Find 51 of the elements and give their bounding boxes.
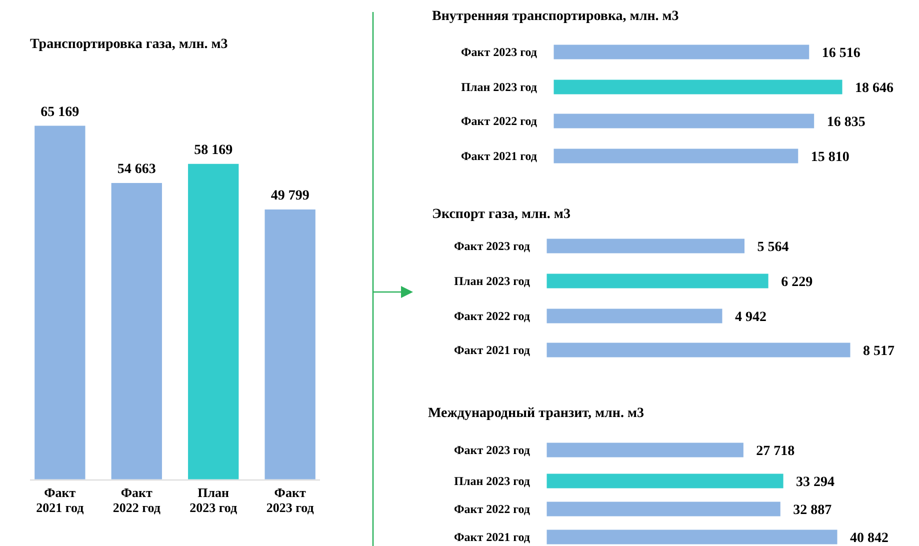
bar [545, 307, 724, 325]
data-label: 27 718 [756, 444, 795, 459]
y-tick-label: Факт 2023 год [454, 443, 530, 457]
data-label: 32 887 [793, 503, 832, 518]
chart-title: Транспортировка газа, млн. м3 [30, 37, 228, 52]
chart-title: Внутренняя транспортировка, млн. м3 [432, 9, 679, 24]
chart-title: Международный транзит, млн. м3 [428, 406, 644, 421]
data-label: 18 646 [855, 81, 894, 96]
bar [545, 341, 852, 359]
data-label: 65 169 [40, 105, 80, 120]
y-tick-label: Факт 2022 год [454, 309, 530, 323]
bar [110, 181, 164, 481]
bar [552, 147, 800, 165]
y-tick-label: План 2023 год [454, 474, 530, 488]
x-tick-label: Факт 2023 год [266, 485, 314, 515]
data-label: 5 564 [757, 240, 789, 255]
bar [33, 124, 87, 481]
y-tick-label: Факт 2021 год [454, 530, 530, 544]
y-tick-label: План 2023 год [461, 80, 537, 94]
data-label: 4 942 [734, 310, 766, 325]
y-tick-label: Факт 2021 год [454, 343, 530, 357]
data-label: 49 799 [270, 188, 310, 204]
bar [545, 528, 839, 546]
data-label: 16 516 [822, 46, 860, 61]
data-label: 8 517 [863, 344, 894, 359]
bar [263, 208, 317, 481]
bar [545, 237, 746, 255]
data-label: 40 842 [850, 531, 888, 546]
y-tick-label: Факт 2023 год [461, 45, 537, 59]
bar [545, 272, 770, 290]
data-label: 15 810 [810, 150, 850, 165]
bar [545, 472, 785, 490]
x-tick-label: Факт 2021 год [36, 485, 84, 515]
y-tick-label: Факт 2023 год [454, 239, 530, 253]
bar [552, 78, 844, 96]
y-tick-label: Факт 2022 год [461, 114, 537, 128]
data-label: 6 229 [781, 275, 813, 290]
bar [186, 162, 240, 481]
bar [545, 441, 745, 459]
data-label: 33 294 [796, 475, 835, 490]
data-label: 58 169 [194, 143, 233, 158]
y-tick-label: План 2023 год [454, 274, 530, 288]
x-tick-label: План 2023 год [190, 485, 238, 515]
bar [552, 43, 811, 61]
chart-title: Экспорт газа, млн. м3 [432, 207, 570, 222]
data-label: 54 663 [117, 162, 156, 178]
x-tick-label: Факт 2022 год [112, 485, 161, 515]
y-tick-label: Факт 2021 год [461, 149, 537, 163]
bar [552, 112, 816, 130]
bar [545, 500, 782, 518]
data-label: 16 835 [826, 115, 866, 130]
